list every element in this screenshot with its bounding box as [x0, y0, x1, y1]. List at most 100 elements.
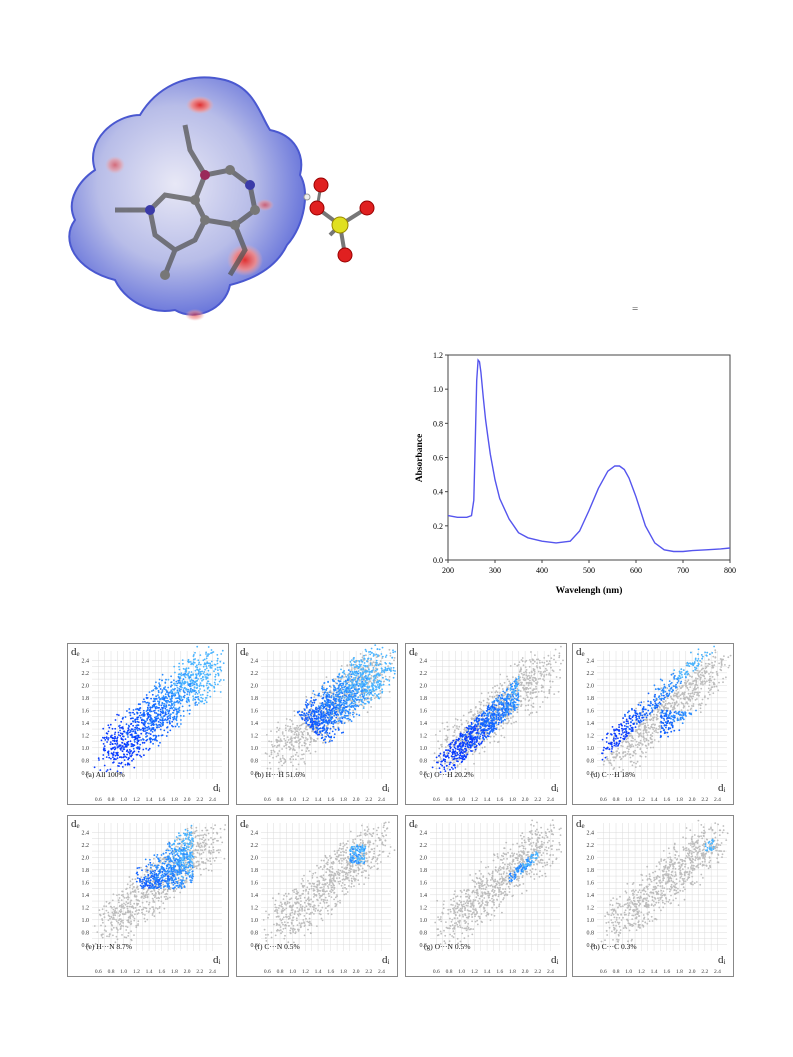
de-tick-label: 0.6: [587, 771, 595, 777]
di-tick-label: 0.6: [433, 797, 440, 803]
di-tick-label: 1.6: [327, 797, 334, 803]
x-tick-label: 700: [677, 566, 689, 575]
di-tick-label: 2.4: [547, 969, 554, 975]
de-tick-label: 0.8: [251, 758, 259, 764]
di-tick-label: 2.2: [534, 969, 541, 975]
de-tick-label: 0.6: [420, 943, 428, 949]
de-tick-label: 1.0: [587, 918, 595, 924]
di-tick-label: 2.0: [689, 797, 696, 803]
di-tick-label: 0.8: [446, 797, 453, 803]
de-tick-label: 0.6: [420, 771, 428, 777]
di-tick-label: 1.8: [171, 797, 178, 803]
di-axis-label: di: [213, 782, 221, 794]
de-tick-label: 0.8: [420, 758, 428, 764]
de-tick-label: 1.8: [587, 696, 595, 702]
de-tick-label: 2.4: [251, 658, 259, 664]
di-tick-label: 0.6: [95, 797, 102, 803]
de-tick-label: 2.0: [587, 855, 595, 861]
de-tick-label: 1.6: [82, 708, 90, 714]
de-axis-label: de: [576, 646, 585, 658]
di-tick-label: 1.6: [158, 969, 165, 975]
de-tick-label: 2.0: [251, 683, 259, 689]
y-tick-label: 1.2: [433, 351, 443, 360]
x-tick-label: 500: [583, 566, 595, 575]
di-axis-label: di: [718, 782, 726, 794]
de-tick-label: 1.4: [82, 721, 90, 727]
de-tick-label: 1.2: [251, 905, 259, 911]
di-tick-label: 1.6: [327, 969, 334, 975]
di-tick-label: 2.4: [209, 797, 216, 803]
di-tick-label: 0.8: [613, 969, 620, 975]
di-axis-label: di: [551, 782, 559, 794]
di-tick-label: 1.4: [315, 969, 322, 975]
sulfate-anion: [303, 177, 375, 263]
y-tick-label: 0.8: [433, 419, 443, 428]
di-tick-label: 1.2: [133, 797, 140, 803]
di-tick-label: 1.2: [302, 797, 309, 803]
grid: [430, 823, 560, 951]
uv-vis-chart: 200 300 400 500 600 700 800 0.0 0.2 0.4 0.6 0.8 1.0…: [415, 351, 736, 596]
de-tick-label: 1.2: [420, 733, 428, 739]
di-tick-label: 0.6: [264, 969, 271, 975]
x-axis-label: Wavelengh (nm): [556, 585, 623, 596]
de-tick-label: 0.6: [251, 771, 259, 777]
de-tick-label: 1.6: [587, 880, 595, 886]
fingerprint-plot: 0.6 0.8 1.0 1.2 1.4 1.6 1.8 2.0 2.2 2.4 0.6 0.8 1.0 1…: [236, 643, 398, 805]
di-tick-label: 0.8: [108, 969, 115, 975]
fingerprint-points: [262, 821, 396, 944]
di-tick-label: 1.8: [171, 969, 178, 975]
de-tick-label: 0.6: [251, 943, 259, 949]
di-tick-label: 2.2: [365, 797, 372, 803]
di-tick-label: 1.4: [651, 797, 658, 803]
de-tick-label: 1.4: [251, 893, 259, 899]
fingerprint-points: [93, 824, 227, 947]
panel-label: (b) H···H 51.6%: [255, 770, 305, 779]
di-tick-label: 1.0: [120, 797, 127, 803]
de-tick-label: 1.6: [420, 708, 428, 714]
di-tick-label: 2.4: [714, 969, 721, 975]
di-tick-label: 1.4: [484, 797, 491, 803]
di-tick-label: 0.6: [600, 969, 607, 975]
di-tick-label: 1.8: [509, 969, 516, 975]
de-tick-label: 2.4: [587, 658, 595, 664]
di-tick-label: 0.8: [108, 797, 115, 803]
de-tick-label: 1.0: [82, 918, 90, 924]
molecular-surface: [68, 76, 307, 316]
fingerprint-points: [431, 645, 564, 774]
di-tick-label: 2.0: [184, 797, 191, 803]
di-tick-label: 1.4: [651, 969, 658, 975]
de-tick-label: 2.4: [587, 830, 595, 836]
di-tick-label: 1.6: [496, 797, 503, 803]
stray-mark: =: [632, 303, 639, 315]
de-tick-label: 1.0: [420, 746, 428, 752]
di-tick-label: 0.6: [600, 797, 607, 803]
di-tick-label: 1.0: [458, 797, 465, 803]
panel-label: (c) O···H 20.2%: [424, 770, 474, 779]
di-tick-label: 1.2: [471, 797, 478, 803]
de-tick-label: 2.2: [251, 671, 259, 677]
de-tick-label: 1.0: [82, 746, 90, 752]
panel-label: (e) H···N 8.7%: [86, 942, 132, 951]
de-axis-label: de: [71, 646, 80, 658]
di-tick-label: 2.4: [714, 797, 721, 803]
surface-contact-spot: [186, 96, 214, 114]
hirshfeld-surface-figure: [68, 76, 375, 321]
di-tick-label: 1.2: [638, 797, 645, 803]
surface-contact-spot: [105, 156, 125, 174]
fingerprint-plot: 0.6 0.8 1.0 1.2 1.4 1.6 1.8 2.0 2.2 2.4 0.6 0.8 1.0 1…: [67, 643, 229, 805]
de-axis-label: de: [409, 646, 418, 658]
di-tick-label: 0.6: [433, 969, 440, 975]
fingerprint-plot: 0.6 0.8 1.0 1.2 1.4 1.6 1.8 2.0 2.2 2.4 0.6 0.8 1.0 1…: [236, 815, 398, 977]
de-tick-label: 1.2: [251, 733, 259, 739]
di-tick-label: 2.2: [196, 797, 203, 803]
de-tick-label: 2.4: [82, 658, 90, 664]
fingerprint-points: [264, 644, 396, 774]
de-tick-label: 2.0: [82, 683, 90, 689]
de-tick-label: 1.4: [251, 721, 259, 727]
fingerprint-points: [434, 819, 563, 946]
de-tick-label: 1.4: [420, 893, 428, 899]
di-tick-label: 2.0: [522, 969, 529, 975]
de-tick-label: 1.0: [251, 746, 259, 752]
de-tick-label: 2.2: [420, 671, 428, 677]
de-axis-label: de: [409, 818, 418, 830]
